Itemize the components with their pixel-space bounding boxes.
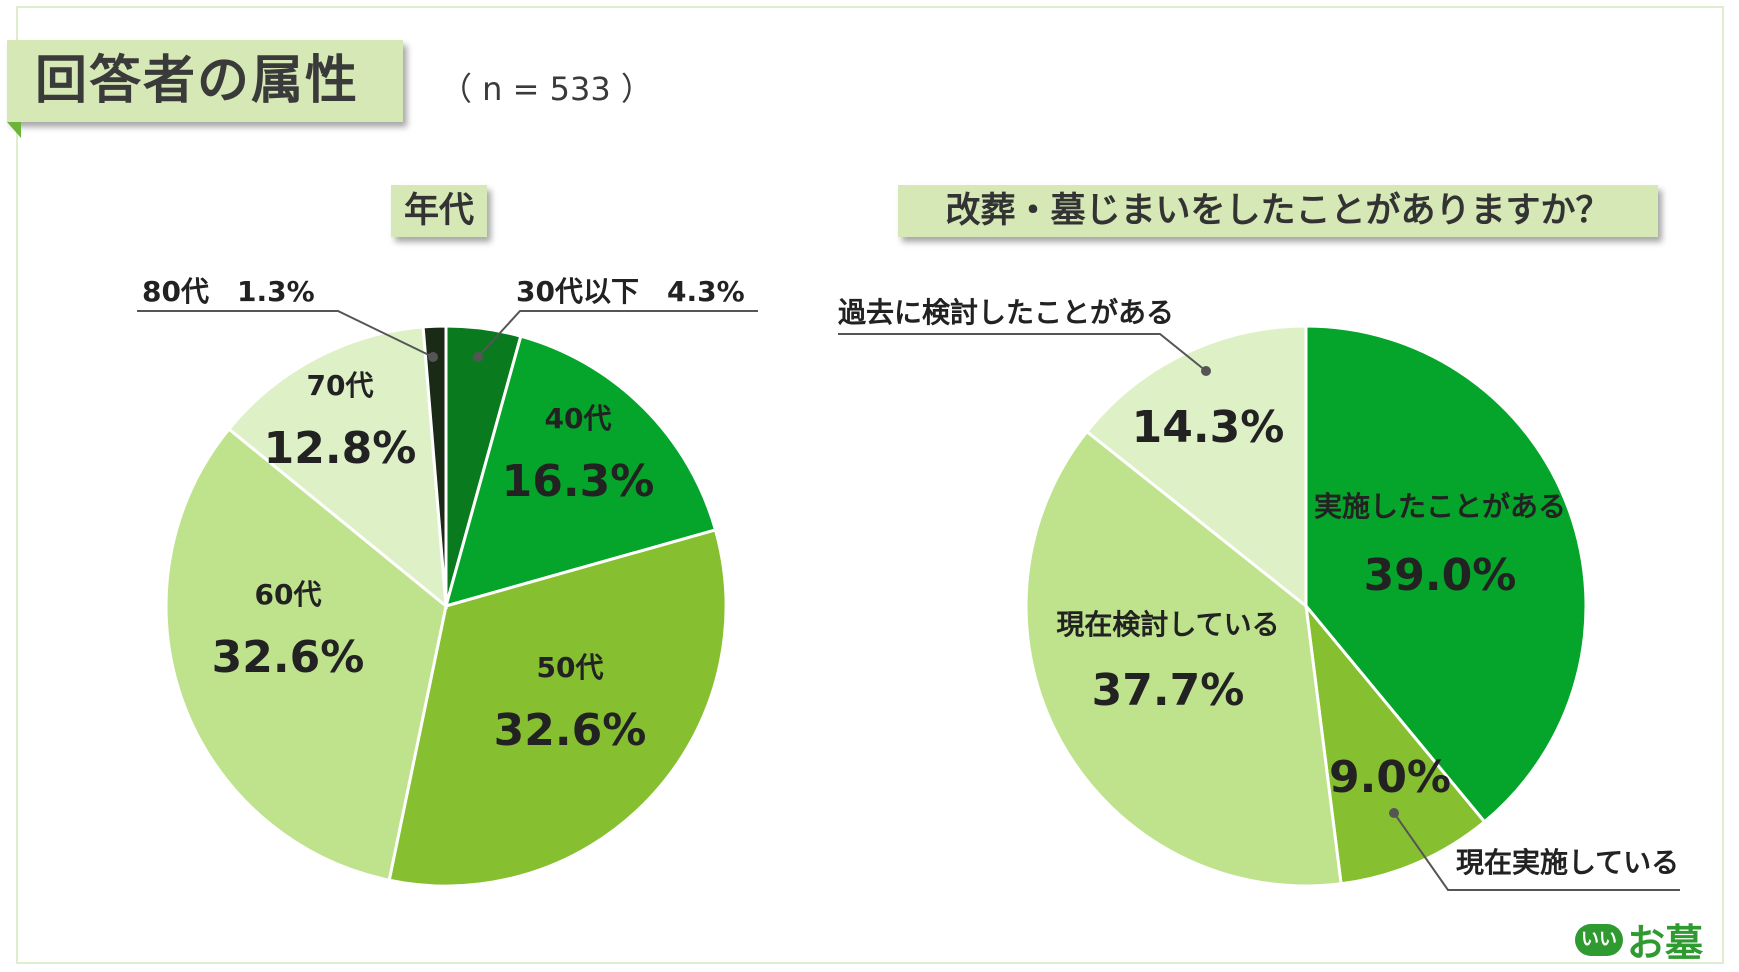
slide-frame — [16, 6, 1724, 964]
slice-value-1-1: 9.0% — [1329, 752, 1451, 803]
callout-label-0-5: 80代 1.3% — [142, 275, 315, 308]
slice-label-0-1: 40代 — [545, 402, 612, 435]
slice-label-1-0: 実施したことがある — [1314, 490, 1566, 523]
pie-chart-1: 実施したことがある 39.0% 現在実施している 9.0% 現在検討している 37.7% 過… — [838, 296, 1680, 891]
callout-line-0-5 — [137, 310, 434, 358]
brand-logo: いい お墓 — [1575, 912, 1703, 965]
reburial-chart-title: 改葬・墓じまいをしたことがありますか？ — [898, 185, 1658, 237]
logo-badge: いい — [1575, 923, 1623, 956]
slice-label-0-2: 50代 — [537, 651, 604, 684]
slice-label-0-3: 60代 — [255, 578, 322, 611]
slice-value-1-2: 37.7% — [1092, 665, 1245, 716]
callout-dot-1-1 — [1389, 808, 1399, 818]
page-title: 回答者の属性 — [35, 51, 360, 111]
page-title-box: 回答者の属性 — [7, 40, 403, 122]
slice-value-1-3: 14.3% — [1132, 402, 1285, 453]
callout-line-1-3 — [838, 333, 1207, 372]
callout-line-0-0 — [477, 310, 758, 358]
callout-label-1-3: 過去に検討したことがある — [838, 296, 1174, 329]
pie-slice-1-2 — [1024, 429, 1343, 888]
callout-dot-0-5 — [428, 352, 438, 362]
callout-dot-1-3 — [1201, 366, 1211, 376]
slice-label-0-4: 70代 — [307, 369, 374, 402]
pie-slice-1-0 — [1304, 324, 1588, 824]
slice-value-0-1: 16.3% — [502, 456, 655, 507]
slice-label-1-2: 現在検討している — [1056, 608, 1279, 641]
pie-slice-0-4 — [226, 325, 448, 610]
sample-size: （ n = 533 ） — [440, 70, 653, 108]
pie-chart-0: 30代以下 4.3% 40代 16.3% 50代 32.6% 60代 32.6% 70代 12.… — [137, 275, 758, 888]
slice-value-1-0: 39.0% — [1364, 550, 1517, 601]
logo-text: お墓 — [1627, 921, 1704, 965]
callout-dot-0-0 — [473, 352, 483, 362]
callout-label-0-0: 30代以下 4.3% — [516, 275, 745, 308]
slice-value-0-3: 32.6% — [212, 632, 365, 683]
slice-value-0-2: 32.6% — [494, 705, 647, 756]
age-chart-title: 年代 — [391, 185, 487, 237]
pie-slice-1-1 — [1303, 601, 1487, 886]
pie-slice-0-2 — [387, 528, 728, 888]
pie-slice-0-5 — [421, 324, 448, 607]
callout-label-1-1: 現在実施している — [1456, 846, 1679, 879]
pie-slice-0-3 — [164, 426, 448, 882]
pie-slice-0-1 — [443, 334, 718, 609]
slice-value-0-4: 12.8% — [264, 423, 417, 474]
title-tab-decoration — [7, 122, 21, 138]
callout-line-1-1 — [1393, 812, 1680, 891]
